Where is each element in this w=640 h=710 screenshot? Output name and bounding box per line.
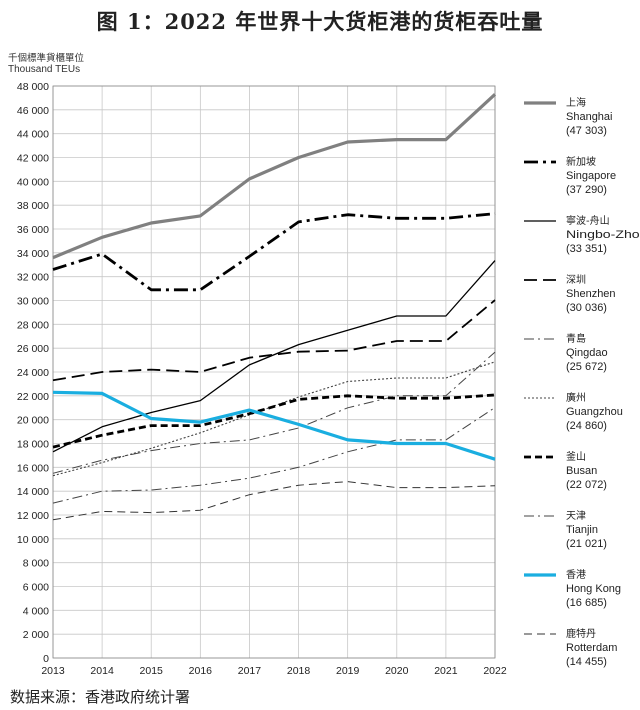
y-tick-label: 14 000 xyxy=(17,486,49,498)
series-line-rotterdam xyxy=(52,481,496,521)
x-tick-label: 2019 xyxy=(336,665,360,677)
y-tick-label: 8 000 xyxy=(23,558,49,570)
legend-name-chinese: 鹿特丹 xyxy=(566,627,596,640)
x-tick-label: 2015 xyxy=(140,665,164,677)
legend-value: (24 860) xyxy=(566,420,607,432)
y-tick-label: 30 000 xyxy=(17,296,49,308)
y-tick-label: 42 000 xyxy=(17,153,49,165)
legend-value: (14 455) xyxy=(566,656,607,668)
x-tick-label: 2021 xyxy=(434,665,458,677)
x-tick-label: 2016 xyxy=(189,665,213,677)
y-tick-label: 36 000 xyxy=(17,224,49,236)
legend-name-chinese: 天津 xyxy=(566,510,586,522)
y-tick-label: 34 000 xyxy=(17,248,49,260)
y-tick-label: 28 000 xyxy=(17,319,49,331)
series-line-ningbo-zhoushan xyxy=(52,260,496,453)
series-line-shanghai xyxy=(52,93,497,260)
x-axis-ticks: 2013 2014 2015 2016 2017 2018 2019 2020 2021 2022 xyxy=(41,665,507,677)
y-tick-label: 40 000 xyxy=(17,176,49,188)
legend-value: (37 290) xyxy=(566,184,607,196)
legend-name-english: Qingdao xyxy=(566,347,608,359)
legend-name-english: Busan xyxy=(566,465,597,477)
y-tick-label: 22 000 xyxy=(17,391,49,403)
legend-name-english: Ningbo-Zhoushan xyxy=(566,229,640,241)
y-tick-label: 18 000 xyxy=(17,439,49,451)
unit-label-english: Thousand TEUs xyxy=(8,64,81,75)
x-tick-label: 2020 xyxy=(385,665,409,677)
y-tick-label: 12 000 xyxy=(17,510,49,522)
legend-value: (33 351) xyxy=(566,243,607,255)
chart-title: 图 1：2022 年世界十大货柜港的货柜吞吐量 xyxy=(96,9,544,34)
legend-name-chinese: 深圳 xyxy=(566,274,586,286)
plot-frame xyxy=(52,85,496,659)
series-line-guangzhou xyxy=(52,361,496,477)
x-tick-label: 2014 xyxy=(90,665,114,677)
legend-name-chinese: 寧波-舟山 xyxy=(566,214,610,227)
legend-name-english: Shenzhen xyxy=(566,288,616,300)
legend-name-chinese: 釜山 xyxy=(566,450,586,463)
legend-value: (21 021) xyxy=(566,538,607,550)
legend-name-chinese: 上海 xyxy=(566,96,586,109)
legend-value: (25 672) xyxy=(566,361,607,373)
legend-name-chinese: 青島 xyxy=(566,332,586,345)
unit-label-chinese: 千個標準貨櫃單位 xyxy=(8,53,85,64)
series-line-shenzhen xyxy=(52,299,496,382)
legend-name-english: Singapore xyxy=(566,170,616,182)
y-tick-label: 38 000 xyxy=(17,200,49,212)
y-tick-label: 46 000 xyxy=(17,105,49,117)
source-note: 数据来源：香港政府统计署 xyxy=(10,688,191,706)
y-tick-label: 16 000 xyxy=(17,462,49,474)
legend-name-english: Hong Kong xyxy=(566,583,621,595)
y-tick-label: 20 000 xyxy=(17,415,49,427)
legend: 上海 Shanghai (47 303) 新加坡 Singapore (37 290) 寧波… xyxy=(524,96,640,668)
legend-value: (22 072) xyxy=(566,479,607,491)
legend-value: (16 685) xyxy=(566,597,607,609)
series-line-hong-kong xyxy=(52,390,496,461)
y-axis-ticks: 0 2 000 4 000 6 000 8 000 10 000 12 000 14 000 1… xyxy=(17,81,49,665)
legend-name-english: Shanghai xyxy=(566,111,613,123)
x-tick-label: 2022 xyxy=(483,665,507,677)
legend-value: (30 036) xyxy=(566,302,607,314)
y-tick-label: 26 000 xyxy=(17,343,49,355)
y-tick-label: 2 000 xyxy=(23,629,49,641)
y-tick-label: 0 xyxy=(43,653,49,665)
series-line-singapore xyxy=(52,212,496,292)
y-tick-label: 4 000 xyxy=(23,605,49,617)
y-tick-label: 6 000 xyxy=(23,582,49,594)
y-tick-label: 10 000 xyxy=(17,534,49,546)
x-tick-label: 2018 xyxy=(287,665,311,677)
legend-name-chinese: 廣州 xyxy=(566,391,586,404)
series-lines xyxy=(52,93,497,521)
series-line-tianjin xyxy=(52,407,496,504)
series-line-busan xyxy=(52,393,496,449)
x-tick-label: 2017 xyxy=(238,665,262,677)
y-tick-label: 32 000 xyxy=(17,272,49,284)
legend-name-english: Guangzhou xyxy=(566,406,623,418)
y-tick-label: 48 000 xyxy=(17,81,49,93)
legend-name-english: Tianjin xyxy=(566,524,598,536)
legend-name-chinese: 香港 xyxy=(566,569,586,581)
x-tick-label: 2013 xyxy=(41,665,65,677)
legend-name-chinese: 新加坡 xyxy=(566,155,596,168)
y-tick-label: 24 000 xyxy=(17,367,49,379)
y-tick-label: 44 000 xyxy=(17,129,49,141)
legend-value: (47 303) xyxy=(566,125,607,137)
legend-name-english: Rotterdam xyxy=(566,642,617,654)
